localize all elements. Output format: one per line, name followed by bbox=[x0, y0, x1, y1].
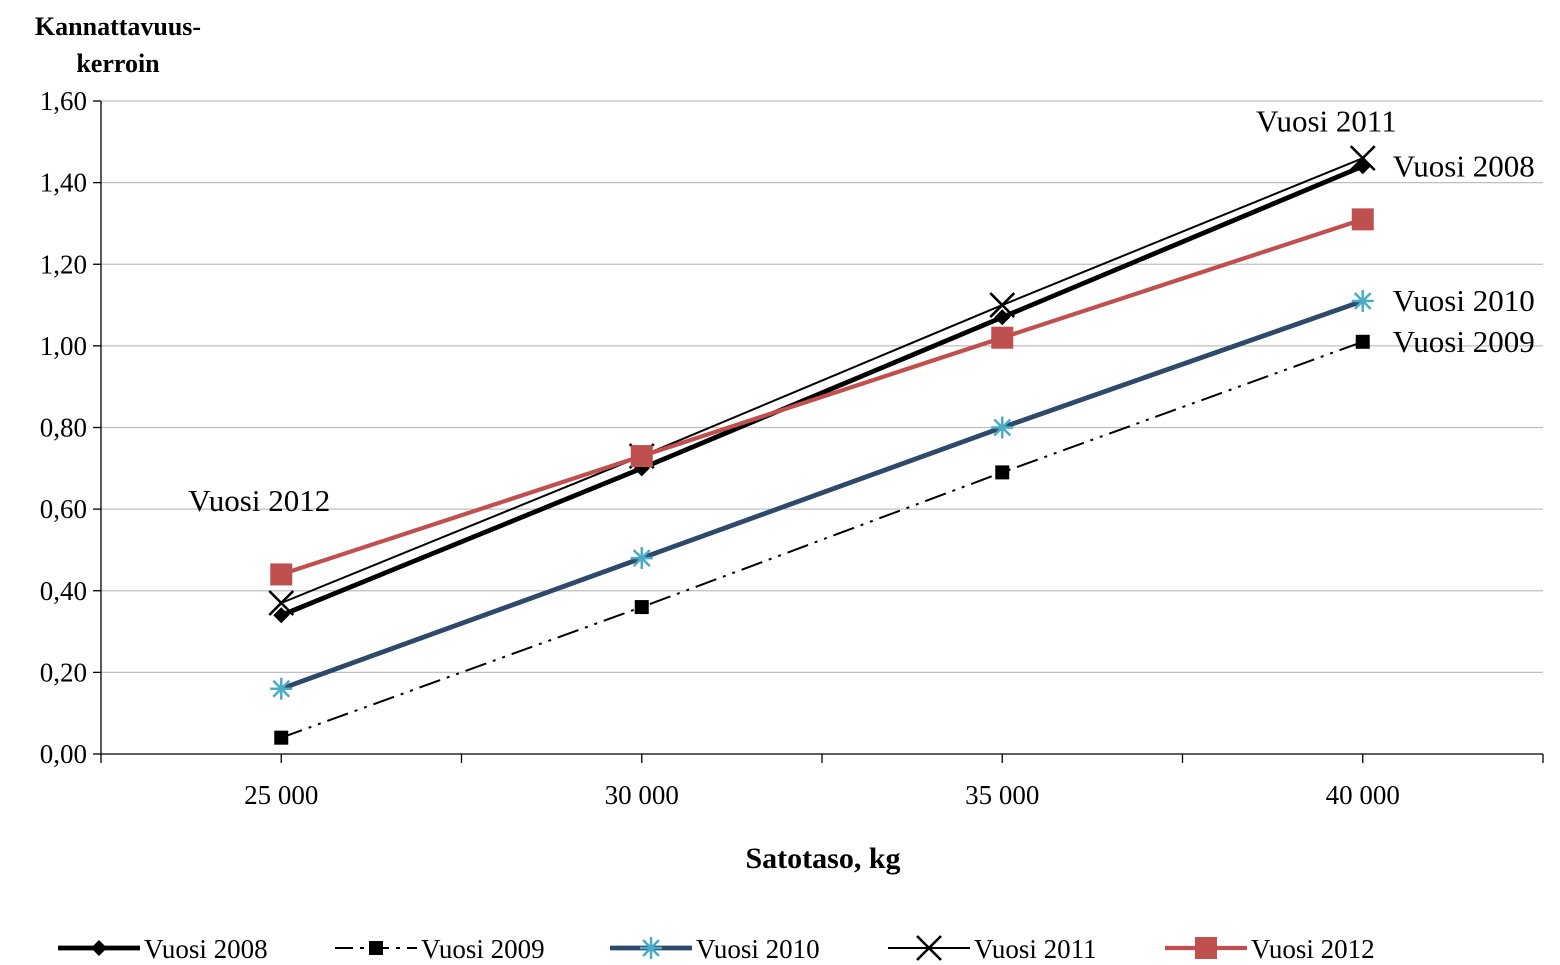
point-4-0 bbox=[270, 563, 293, 586]
legend-item-2: Vuosi 2010 bbox=[610, 934, 820, 964]
point-3-0 bbox=[268, 590, 295, 616]
annotation-3: Vuosi 2009 bbox=[1393, 324, 1535, 359]
series-0 bbox=[273, 158, 1371, 624]
legend-label-0: Vuosi 2008 bbox=[144, 934, 268, 964]
point-3-3 bbox=[1349, 145, 1376, 172]
x-tick-label-2: 35 000 bbox=[965, 780, 1039, 810]
x-tick-labels: 25 000 30 000 35 000 40 000 bbox=[244, 780, 1400, 810]
y-tick-label-8: 1,60 bbox=[40, 86, 87, 116]
legend-label-2: Vuosi 2010 bbox=[696, 934, 820, 964]
point-4-2 bbox=[991, 326, 1014, 349]
point-1-3 bbox=[1355, 334, 1370, 349]
point-4-3 bbox=[1351, 208, 1374, 231]
series-line-3 bbox=[280, 157, 1364, 604]
x-tick-label-0: 25 000 bbox=[244, 780, 318, 810]
series-1 bbox=[274, 334, 1370, 745]
y-axis-title: Kannattavuus- kerroin bbox=[35, 12, 201, 78]
point-1-2 bbox=[995, 465, 1010, 480]
y-tick-label-0: 0,00 bbox=[40, 739, 87, 769]
legend-marker-1 bbox=[369, 941, 383, 955]
annotation-0: Vuosi 2011 bbox=[1256, 103, 1397, 138]
point-1-1 bbox=[634, 600, 649, 615]
point-2-3 bbox=[1351, 289, 1374, 312]
point-0-2 bbox=[994, 309, 1011, 326]
axes bbox=[93, 100, 1544, 763]
point-2-2 bbox=[991, 416, 1014, 439]
series-group bbox=[268, 145, 1376, 745]
legend-label-3: Vuosi 2011 bbox=[974, 934, 1097, 964]
y-tick-label-7: 1,40 bbox=[40, 168, 87, 198]
legend-item-0: Vuosi 2008 bbox=[58, 934, 268, 964]
series-4 bbox=[270, 208, 1374, 586]
x-tick-label-3: 40 000 bbox=[1326, 780, 1400, 810]
point-4-1 bbox=[630, 445, 653, 468]
legend-item-3: Vuosi 2011 bbox=[888, 934, 1097, 964]
y-tick-label-6: 1,20 bbox=[40, 249, 87, 279]
legend-marker-0 bbox=[91, 940, 107, 956]
gridlines bbox=[101, 100, 1543, 674]
point-2-0 bbox=[270, 677, 293, 700]
point-3-2 bbox=[989, 292, 1016, 318]
point-2-1 bbox=[630, 547, 653, 570]
legend-marker-3 bbox=[916, 935, 942, 961]
series-3 bbox=[268, 145, 1376, 616]
legend: Vuosi 2008 Vuosi 2009 Vuosi 2010 Vuosi 2011… bbox=[58, 934, 1375, 964]
annotation-1: Vuosi 2008 bbox=[1393, 148, 1535, 183]
legend-item-4: Vuosi 2012 bbox=[1165, 934, 1375, 964]
y-tick-label-2: 0,40 bbox=[40, 576, 87, 606]
point-0-0 bbox=[273, 607, 290, 624]
y-tick-label-4: 0,80 bbox=[40, 413, 87, 443]
legend-marker-4 bbox=[1195, 937, 1217, 959]
point-1-0 bbox=[274, 730, 289, 745]
y-tick-label-3: 0,60 bbox=[40, 494, 87, 524]
annotation-2: Vuosi 2010 bbox=[1393, 283, 1535, 318]
legend-item-1: Vuosi 2009 bbox=[335, 934, 545, 964]
x-tick-label-1: 30 000 bbox=[605, 780, 679, 810]
series-2 bbox=[270, 289, 1374, 700]
x-axis-title: Satotaso, kg bbox=[745, 842, 900, 875]
annotation-4: Vuosi 2012 bbox=[188, 483, 330, 518]
legend-label-4: Vuosi 2012 bbox=[1251, 934, 1375, 964]
series-line-2 bbox=[280, 298, 1364, 691]
y-tick-labels: 0,00 0,20 0,40 0,60 0,80 1,00 1,20 1,40 1,60 bbox=[40, 86, 87, 769]
series-line-4 bbox=[280, 217, 1364, 577]
legend-marker-2 bbox=[640, 937, 662, 959]
series-line-0 bbox=[280, 164, 1364, 618]
y-axis-title-line-1: Kannattavuus- bbox=[35, 12, 201, 41]
y-tick-label-1: 0,20 bbox=[40, 657, 87, 687]
y-axis-title-line-2: kerroin bbox=[76, 49, 160, 78]
series-line-1 bbox=[280, 340, 1364, 739]
y-tick-label-5: 1,00 bbox=[40, 331, 87, 361]
legend-label-1: Vuosi 2009 bbox=[421, 934, 545, 964]
annotations: Vuosi 2011 Vuosi 2008 Vuosi 2010 Vuosi 2009… bbox=[188, 103, 1534, 518]
